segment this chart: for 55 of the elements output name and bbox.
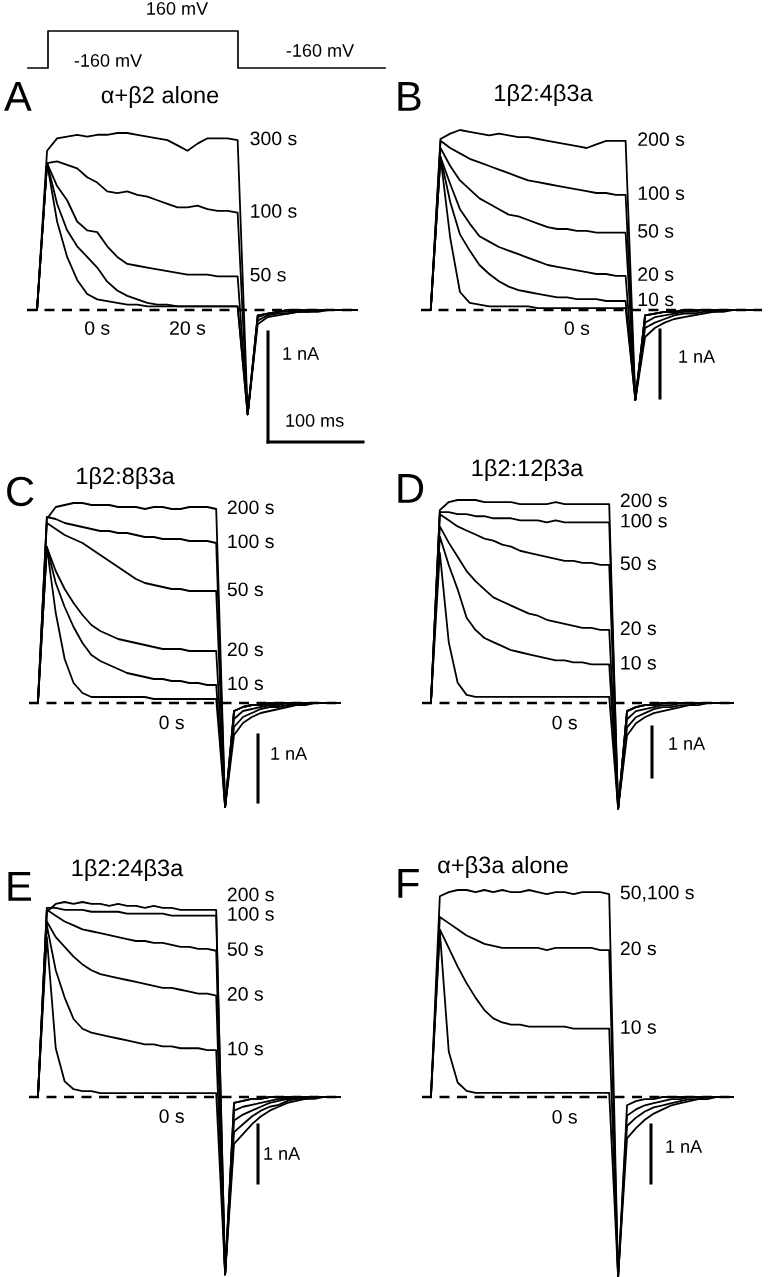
chart-title: 1β2:4β3a <box>495 84 593 107</box>
text: F <box>398 869 419 898</box>
series-label: 10 s <box>621 655 656 670</box>
annotation: 1 nA <box>666 1140 703 1153</box>
series-label: 10 s <box>621 1020 656 1034</box>
series-label: 100 s <box>621 513 667 528</box>
annotation: 1 nA <box>669 737 706 750</box>
series-label: 50 s <box>250 267 286 282</box>
series-label: 300 s <box>250 131 297 146</box>
series-label: 20 s <box>170 321 206 335</box>
series-label: 0 s <box>159 715 184 730</box>
series-label: 200 s <box>227 887 274 902</box>
chart-title: α+β2 alone <box>101 86 219 108</box>
series-label: 20 s <box>227 642 263 657</box>
series-label: 20 s <box>620 941 656 956</box>
series-label: 0 s <box>85 321 110 335</box>
series-label: 10 s <box>638 292 674 307</box>
text: E <box>8 872 31 901</box>
series-label: 100 s <box>228 534 274 549</box>
series-label: 0 s <box>564 321 590 336</box>
series-label: 50 s <box>227 942 263 956</box>
series-label: 100 s <box>251 204 297 218</box>
series-label: 20 s <box>638 267 674 282</box>
series-label: 0 s <box>552 1109 577 1124</box>
series-label: 200 s <box>638 132 685 147</box>
series-label: 50,100 s <box>620 885 694 902</box>
annotation: 1 nA <box>264 1147 301 1160</box>
series-label: 200 s <box>227 500 274 515</box>
series-label: 10 s <box>228 1041 263 1056</box>
series-label: 10 s <box>228 676 263 691</box>
series-label: 50 s <box>227 582 263 597</box>
series-label: 50 s <box>638 224 674 238</box>
text: A <box>4 82 32 111</box>
annotation: C <box>7 476 34 507</box>
annotation: 1 nA <box>283 347 320 360</box>
annotation: D <box>398 474 424 503</box>
series-label: 100 s <box>228 907 274 921</box>
text: -160 mV <box>286 44 355 57</box>
series-label: 50 s <box>620 556 656 571</box>
series-label: 0 s <box>552 715 577 730</box>
text: -160 mV <box>74 54 143 67</box>
series-label: 0 s <box>159 1109 184 1123</box>
chart-title: α+β3a alone <box>438 855 568 879</box>
text: 160 mV <box>147 2 209 15</box>
series-label: 20 s <box>227 987 263 1001</box>
chart-title: 1β2:8β3a <box>77 466 175 489</box>
chart-title: 1β2:12β3a <box>472 458 584 481</box>
annotation: 1 nA <box>271 747 308 760</box>
annotation: 1 nA <box>679 350 716 363</box>
series-label: 200 s <box>620 493 667 508</box>
series-label: 100 s <box>638 186 685 201</box>
series-label: 20 s <box>620 621 656 636</box>
annotation: 100 ms <box>286 414 344 427</box>
chart-title: 1β2:24β3a <box>72 858 184 882</box>
text: B <box>398 82 421 111</box>
